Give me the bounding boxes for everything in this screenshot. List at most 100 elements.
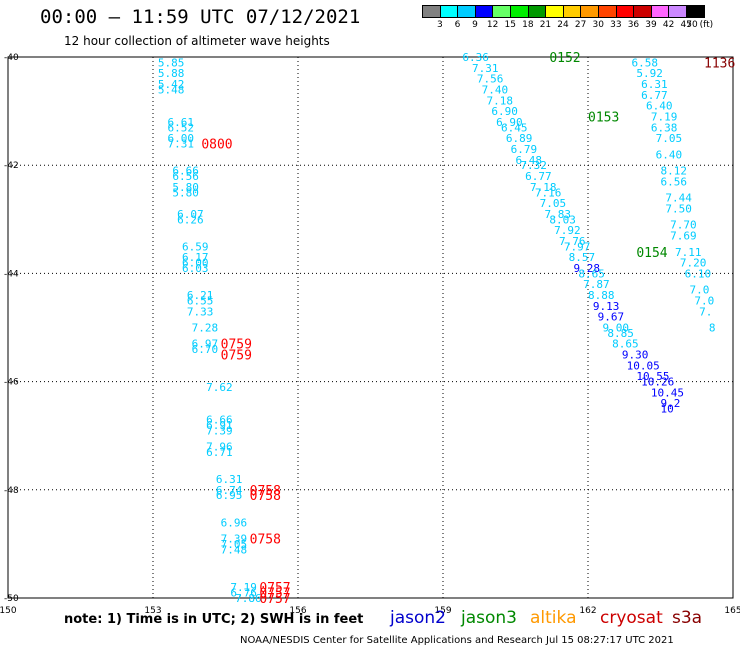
wave-height-point: 7.39	[221, 532, 248, 545]
wave-height-point: 7.32	[520, 159, 547, 172]
wave-height-point: 6.52	[168, 121, 195, 134]
color-scale-label: 6	[454, 20, 461, 30]
x-tick-label: 156	[289, 606, 306, 616]
wave-height-point: 7.40	[482, 83, 509, 96]
pass-time-label: 0800	[201, 138, 232, 153]
x-tick-label: 150	[0, 606, 17, 616]
x-tick-label: 165	[724, 606, 740, 616]
wave-height-point: 7.44	[665, 192, 692, 205]
wave-height-point: 6.66	[172, 165, 199, 178]
wave-height-point: 6.56	[661, 175, 688, 188]
wave-height-point: 6.89	[506, 132, 533, 145]
color-scale-label: 21	[539, 20, 552, 30]
wave-height-point: 8.57	[569, 251, 596, 264]
legend-item-altika: altika	[530, 608, 577, 628]
wave-height-point: 6.40	[656, 148, 683, 161]
map-title: 00:00 – 11:59 UTC 07/12/2021	[40, 6, 361, 28]
color-scale-label: 42	[662, 20, 675, 30]
legend-item-cryosat: cryosat	[600, 608, 663, 628]
wave-height-point: 5.85	[158, 56, 185, 69]
wave-height-point: 8.65	[612, 338, 639, 351]
wave-height-point: 7.19	[230, 581, 256, 594]
wave-height-point: 5.80	[172, 186, 199, 199]
wave-height-point: 9.2	[661, 397, 681, 410]
wave-height-point: 6.36	[462, 51, 489, 64]
pass-time-label: 0759	[221, 349, 252, 364]
color-scale-label: 12	[486, 20, 499, 30]
y-tick-label: -48	[4, 486, 19, 496]
wave-height-point: 7.83	[545, 208, 572, 221]
y-tick-label: -46	[4, 378, 19, 388]
wave-height-point: 7.11	[675, 246, 702, 259]
wave-height-point: 7.18	[487, 94, 514, 107]
color-scale-label: 18	[522, 20, 534, 30]
wave-height-point: 6.76	[230, 587, 256, 600]
wave-height-point: 7.56	[477, 73, 504, 86]
pass-time-label: 0759	[221, 338, 252, 353]
wave-height-point: 6.71	[206, 446, 233, 459]
wave-height-point: 7.97	[564, 240, 591, 253]
wave-height-point: 6.96	[221, 516, 248, 529]
color-scale-label: 33	[610, 20, 622, 30]
pass-time-label: 0757	[259, 592, 290, 607]
wave-height-point: 10.05	[627, 359, 660, 372]
legend-item-s3a: s3a	[672, 608, 703, 628]
wave-height-point: 6.91	[206, 419, 233, 432]
wave-height-point: 10	[661, 403, 674, 416]
wave-height-point: 6.10	[685, 267, 712, 280]
wave-height-point: 7.50	[665, 202, 692, 215]
wave-height-point: 6.59	[182, 240, 209, 253]
map-subtitle: 12 hour collection of altimeter wave hei…	[64, 34, 330, 48]
wave-height-point: 6.48	[516, 154, 543, 167]
wave-height-point: 5.42	[158, 78, 185, 91]
x-tick-label: 162	[579, 606, 596, 616]
wave-height-point: 6.31	[641, 78, 668, 91]
wave-height-point: 6.74	[216, 484, 243, 497]
wave-height-point: 6.77	[641, 89, 668, 102]
wave-height-point: 6.90	[491, 105, 518, 118]
wave-height-point: 6.31	[216, 473, 243, 486]
wave-height-point: 6.58	[632, 56, 659, 69]
color-scale-label: 70	[686, 20, 698, 30]
wave-height-point: 6.56	[172, 170, 199, 183]
wave-height-point: 8.65	[578, 267, 605, 280]
wave-height-point: 9.28	[574, 262, 601, 275]
pass-time-label: 0758	[250, 532, 281, 547]
wave-height-point: 6.77	[525, 170, 552, 183]
wave-height-point: 7.92	[554, 224, 581, 237]
wave-height-point: 6.07	[177, 208, 204, 221]
color-scale-label: 24	[557, 20, 569, 30]
wave-height-point: 8.12	[661, 165, 688, 178]
wave-height-point: 6.61	[168, 116, 195, 129]
wave-height-point: 6.40	[646, 100, 673, 113]
wave-height-point: 6.90	[496, 116, 522, 129]
color-scale-label: 39	[645, 20, 657, 30]
wave-height-point: 6.95	[216, 489, 243, 502]
wave-height-point: 8.88	[588, 289, 615, 302]
legend-item-jason3: jason3	[461, 608, 517, 628]
wave-height-point: 6.21	[187, 289, 214, 302]
x-tick-label: 159	[434, 606, 451, 616]
wave-height-point: 6.66	[206, 413, 233, 426]
wave-height-point: 7.18	[530, 181, 557, 194]
wave-height-point: 10.45	[651, 386, 684, 399]
color-scale-label: 9	[472, 20, 478, 30]
wave-height-point: 5.48	[158, 83, 185, 96]
wave-height-point: 10.55	[636, 370, 669, 383]
wave-height-point: 6.97	[192, 338, 219, 351]
x-tick-label: 153	[144, 606, 161, 616]
wave-height-point: 7.96	[206, 441, 233, 454]
wave-height-point: 9.67	[598, 311, 625, 324]
wave-height-point: 7.16	[535, 186, 562, 199]
wave-height-point: 7.05	[540, 197, 567, 210]
color-scale-unit: (ft)	[699, 20, 714, 30]
map-frame	[7, 56, 734, 599]
wave-height-point: 10.26	[641, 376, 674, 389]
wave-height-point: 7.0	[694, 294, 714, 307]
pass-time-label: 0757	[259, 581, 290, 596]
wave-height-point: 7.	[699, 305, 712, 318]
wave-height-point: 5.80	[172, 181, 199, 194]
legend-item-jason2: jason2	[390, 608, 446, 628]
wave-height-point: 7.33	[187, 305, 214, 318]
